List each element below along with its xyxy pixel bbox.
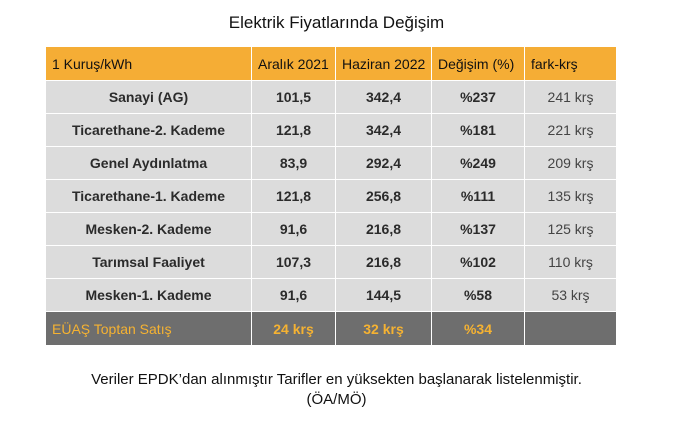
diff-kurus: 125 krş — [524, 212, 617, 246]
tariff-name: Ticarethane-1. Kademe — [45, 179, 252, 213]
table-header-row: 1 Kuruş/kWh Aralık 2021 Haziran 2022 Değ… — [45, 46, 617, 81]
header-change: Değişim (%) — [431, 46, 525, 81]
header-jun-2022: Haziran 2022 — [335, 46, 432, 81]
diff-kurus: 221 krş — [524, 113, 617, 147]
table-row: Tarımsal Faaliyet 107,3 216,8 %102 110 k… — [45, 245, 617, 279]
header-dec-2021: Aralık 2021 — [251, 46, 336, 81]
diff-kurus: 241 krş — [524, 80, 617, 114]
change-percent: %102 — [431, 245, 525, 279]
price-dec-2021: 101,5 — [251, 80, 336, 114]
price-jun-2022: 292,4 — [335, 146, 432, 180]
footer-jun-2022: 32 krş — [335, 311, 432, 346]
price-jun-2022: 342,4 — [335, 80, 432, 114]
table-footer-row: EÜAŞ Toptan Satış 24 krş 32 krş %34 — [45, 311, 617, 346]
price-dec-2021: 107,3 — [251, 245, 336, 279]
header-diff: fark-krş — [524, 46, 617, 81]
tariff-name: Mesken-2. Kademe — [45, 212, 252, 246]
price-dec-2021: 121,8 — [251, 179, 336, 213]
price-dec-2021: 121,8 — [251, 113, 336, 147]
price-jun-2022: 342,4 — [335, 113, 432, 147]
change-percent: %137 — [431, 212, 525, 246]
price-jun-2022: 256,8 — [335, 179, 432, 213]
footer-name: EÜAŞ Toptan Satış — [45, 311, 252, 346]
price-jun-2022: 216,8 — [335, 245, 432, 279]
page-title: Elektrik Fiyatlarında Değişim — [228, 13, 445, 32]
tariff-name: Genel Aydınlatma — [45, 146, 252, 180]
price-dec-2021: 91,6 — [251, 278, 336, 312]
tariff-name: Tarımsal Faaliyet — [45, 245, 252, 279]
tariff-name: Sanayi (AG) — [45, 80, 252, 114]
table-row: Sanayi (AG) 101,5 342,4 %237 241 krş — [45, 80, 617, 114]
diff-kurus: 110 krş — [524, 245, 617, 279]
tariff-name: Ticarethane-2. Kademe — [45, 113, 252, 147]
table-row: Ticarethane-2. Kademe 121,8 342,4 %181 2… — [45, 113, 617, 147]
table-row: Ticarethane-1. Kademe 121,8 256,8 %111 1… — [45, 179, 617, 213]
footer-diff — [524, 311, 617, 346]
price-table: 1 Kuruş/kWh Aralık 2021 Haziran 2022 Değ… — [45, 46, 617, 346]
change-percent: %111 — [431, 179, 525, 213]
price-jun-2022: 216,8 — [335, 212, 432, 246]
price-dec-2021: 83,9 — [251, 146, 336, 180]
change-percent: %237 — [431, 80, 525, 114]
footnote-line-2: (ÖA/MÖ) — [306, 391, 367, 408]
footer-dec-2021: 24 krş — [251, 311, 336, 346]
price-jun-2022: 144,5 — [335, 278, 432, 312]
change-percent: %181 — [431, 113, 525, 147]
diff-kurus: 209 krş — [524, 146, 617, 180]
footer-change: %34 — [431, 311, 525, 346]
footnote-line-1: Veriler EPDK’dan alınmıştır Tarifler en … — [91, 371, 582, 388]
footnote: Veriler EPDK’dan alınmıştır Tarifler en … — [0, 370, 673, 410]
header-unit: 1 Kuruş/kWh — [45, 46, 252, 81]
tariff-name: Mesken-1. Kademe — [45, 278, 252, 312]
change-percent: %58 — [431, 278, 525, 312]
price-dec-2021: 91,6 — [251, 212, 336, 246]
change-percent: %249 — [431, 146, 525, 180]
table-row: Mesken-2. Kademe 91,6 216,8 %137 125 krş — [45, 212, 617, 246]
diff-kurus: 135 krş — [524, 179, 617, 213]
diff-kurus: 53 krş — [524, 278, 617, 312]
table-row: Genel Aydınlatma 83,9 292,4 %249 209 krş — [45, 146, 617, 180]
table-row: Mesken-1. Kademe 91,6 144,5 %58 53 krş — [45, 278, 617, 312]
